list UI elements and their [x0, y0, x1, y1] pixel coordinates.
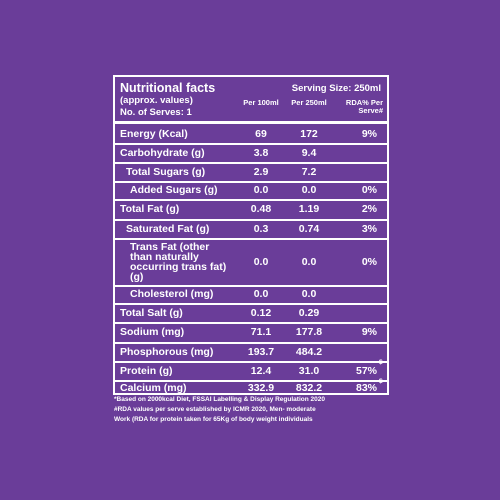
per-250ml: 1.19 — [298, 203, 320, 215]
per-100ml: 0.48 — [250, 203, 272, 215]
nutrient-name: Total Salt (g) — [120, 306, 183, 319]
footnote: #RDA values per serve established by ICM… — [114, 406, 316, 413]
nutrient-name: Energy (Kcal) — [120, 127, 188, 140]
row-rule — [115, 143, 387, 145]
header-rule — [115, 121, 387, 124]
per-100ml: 193.7 — [247, 345, 275, 358]
title: Nutritional facts — [120, 81, 216, 95]
per-250ml: 832.2 — [295, 382, 323, 394]
per-250ml: 0.29 — [298, 306, 320, 319]
rda-percent: 2% — [361, 203, 377, 215]
per-100ml: 332.9 — [247, 382, 275, 394]
per-100ml: 0.12 — [250, 306, 272, 319]
nutrient-name: Total Sugars (g) — [126, 165, 206, 178]
row-rule — [115, 322, 387, 324]
row-rule — [115, 181, 387, 183]
footnote: Work (RDA for protein taken for 65Kg of … — [114, 416, 313, 423]
per-100ml: 71.1 — [250, 326, 272, 338]
per-250ml: 0.0 — [301, 288, 317, 300]
rda-note: $ — [379, 377, 383, 385]
per-100ml: 0.0 — [253, 184, 269, 196]
rda-percent: 9% — [361, 127, 377, 140]
per-250ml: 7.2 — [301, 165, 317, 178]
column-header: Per 100ml — [243, 98, 279, 107]
nutrient-name: Added Sugars (g) — [130, 184, 218, 196]
per-250ml: 0.74 — [298, 222, 320, 235]
row-rule — [115, 303, 387, 305]
per-100ml: 0.0 — [253, 288, 269, 300]
row-rule — [115, 162, 387, 164]
serves: No. of Serves: 1 — [120, 107, 192, 118]
nutrition-table: Nutritional facts Serving Size: 250ml (a… — [113, 75, 389, 395]
nutrient-name: Sodium (mg) — [120, 326, 185, 338]
per-250ml: 0.0 — [301, 184, 317, 196]
row-rule — [115, 380, 387, 382]
nutrient-name: Carbohydrate (g) — [120, 146, 205, 159]
per-250ml: 31.0 — [298, 364, 320, 377]
rda-percent: 0% — [361, 184, 377, 196]
serving-size: Serving Size: 250ml — [291, 83, 381, 94]
per-250ml: 9.4 — [301, 146, 317, 159]
row-rule — [115, 199, 387, 201]
row-rule — [115, 342, 387, 344]
per-100ml: 12.4 — [250, 364, 272, 377]
per-250ml: 177.8 — [295, 326, 323, 338]
nutrient-name: Protein (g) — [120, 364, 173, 377]
rda-percent: 57% — [355, 364, 377, 377]
nutrient-name: Cholesterol (mg) — [130, 288, 214, 300]
rda-percent: 0% — [361, 255, 377, 268]
footnote: *Based on 2000kcal Diet, FSSAI Labelling… — [114, 396, 325, 403]
per-100ml: 2.9 — [253, 165, 269, 178]
subtitle: (approx. values) — [120, 95, 193, 106]
column-header: RDA% Per Serve# — [345, 98, 383, 115]
rda-percent: 3% — [361, 222, 377, 235]
column-header: Per 250ml — [291, 98, 327, 107]
row-rule — [115, 361, 387, 363]
row-rule — [115, 285, 387, 287]
per-250ml: 172 — [300, 127, 318, 140]
rda-note: $ — [379, 358, 383, 366]
nutrient-name: Phosphorous (mg) — [120, 345, 214, 358]
row-rule — [115, 238, 387, 240]
per-100ml: 0.0 — [253, 255, 269, 268]
per-100ml: 69 — [255, 127, 267, 140]
row-rule — [115, 219, 387, 221]
per-250ml: 0.0 — [301, 255, 317, 268]
nutrient-name: Trans Fat (other than naturally occurrin… — [130, 240, 227, 283]
nutrient-name: Saturated Fat (g) — [126, 222, 210, 235]
per-100ml: 3.8 — [253, 146, 269, 159]
per-100ml: 0.3 — [253, 222, 269, 235]
rda-percent: 9% — [361, 326, 377, 338]
rda-percent: 83% — [355, 382, 377, 394]
nutrient-name: Total Fat (g) — [120, 203, 180, 215]
per-250ml: 484.2 — [295, 345, 323, 358]
nutrient-name: Calcium (mg) — [120, 382, 187, 394]
